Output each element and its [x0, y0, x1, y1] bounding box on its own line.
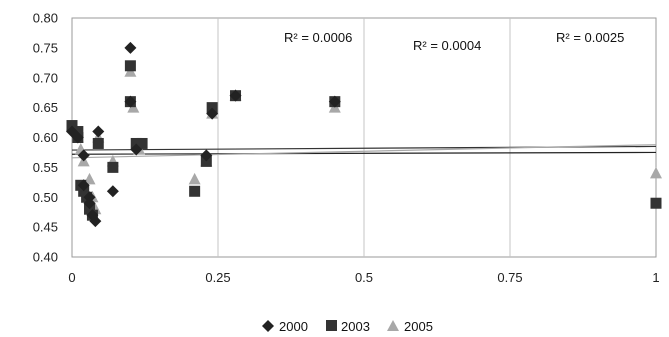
- legend: 2000 2003 2005: [262, 319, 433, 334]
- point-2000: [71, 131, 84, 144]
- point-2003: [92, 137, 104, 149]
- y-tick-label: 0.55: [33, 160, 58, 175]
- point-2003: [107, 161, 119, 173]
- x-tick-label: 0.75: [497, 270, 522, 285]
- point-2000: [200, 149, 213, 162]
- point-2005: [650, 166, 662, 179]
- y-tick-label: 0.40: [33, 250, 58, 265]
- y-tick-label: 0.50: [33, 190, 58, 205]
- point-2000: [77, 179, 90, 192]
- y-tick-label: 0.65: [33, 100, 58, 115]
- gridlines: [217, 18, 511, 257]
- legend-triangle-icon: [387, 320, 399, 331]
- trendlines: [71, 144, 657, 159]
- point-2000: [328, 95, 341, 108]
- legend-square-icon: [326, 320, 337, 331]
- point-2005: [188, 172, 201, 185]
- y-tick-label: 0.75: [33, 40, 58, 55]
- legend-label-2005: 2005: [404, 319, 433, 334]
- data-points: [66, 41, 662, 228]
- point-2000: [206, 107, 219, 120]
- point-2000: [77, 149, 90, 162]
- point-2000: [130, 143, 143, 156]
- legend-label-2003: 2003: [341, 319, 370, 334]
- x-axis-ticks: 0 0.25 0.5 0.75 1: [68, 270, 659, 285]
- point-2000: [89, 215, 102, 228]
- trendline-2005: [71, 144, 657, 159]
- point-2000: [106, 185, 119, 198]
- legend-label-2000: 2000: [279, 319, 308, 334]
- point-2003: [124, 60, 136, 72]
- x-tick-label: 0.5: [355, 270, 373, 285]
- r2-label-2005: R² = 0.0025: [556, 30, 624, 45]
- point-2000: [124, 41, 137, 54]
- r2-label-2000: R² = 0.0006: [284, 30, 352, 45]
- y-tick-label: 0.60: [33, 130, 58, 145]
- y-tick-label: 0.80: [33, 11, 58, 26]
- y-tick-label: 0.70: [33, 70, 58, 85]
- y-tick-label: 0.45: [33, 220, 58, 235]
- x-tick-label: 1: [652, 270, 659, 285]
- point-2000: [229, 89, 242, 102]
- x-tick-label: 0.25: [205, 270, 230, 285]
- point-2003: [189, 185, 201, 197]
- trendline-2000: [71, 151, 657, 155]
- point-2003: [136, 137, 148, 149]
- point-2000: [92, 125, 105, 138]
- r2-label-2003: R² = 0.0004: [413, 38, 481, 53]
- x-tick-label: 0: [68, 270, 75, 285]
- y-axis-ticks: 0.40 0.45 0.50 0.55 0.60 0.65 0.70 0.75 0.80: [33, 11, 58, 265]
- point-2000: [124, 95, 137, 108]
- point-2000: [83, 197, 96, 210]
- legend-diamond-icon: [262, 320, 274, 332]
- point-2003: [650, 197, 662, 209]
- point-2005: [83, 172, 96, 185]
